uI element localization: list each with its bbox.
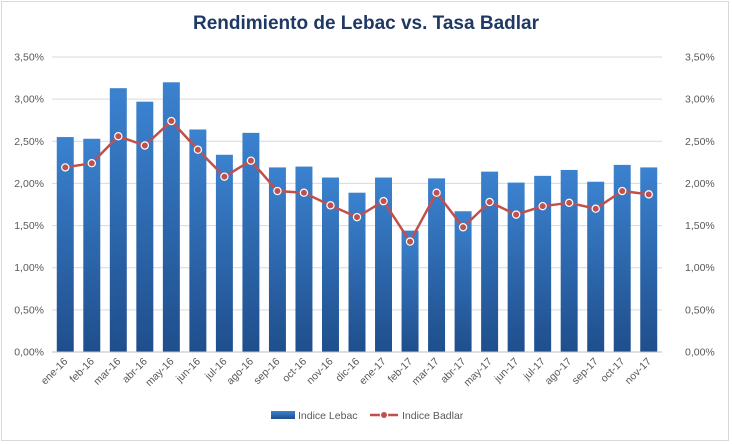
legend: Indice Lebac Indice Badlar — [271, 410, 464, 422]
y2-tick-label: 3,00% — [685, 94, 715, 106]
bar — [162, 82, 180, 353]
x-tick-label: sep-16 — [251, 356, 282, 387]
y-tick-label: 1,50% — [14, 220, 44, 232]
bar — [56, 137, 74, 352]
x-tick-label: oct-17 — [598, 356, 627, 385]
y2-tick-label: 2,00% — [685, 178, 715, 190]
legend-label: Indice Lebac — [298, 410, 358, 422]
x-tick-label: mar-17 — [410, 356, 442, 388]
y2-tick-label: 0,50% — [685, 304, 715, 316]
x-tick-label: nov-17 — [623, 356, 654, 387]
bar — [401, 230, 419, 352]
bar — [83, 138, 101, 352]
chart-title: Rendimiento de Lebac vs. Tasa Badlar — [193, 13, 539, 34]
y2-tick-label: 2,50% — [685, 136, 715, 148]
y-tick-label: 1,00% — [14, 262, 44, 274]
line-series — [61, 116, 653, 246]
line-point — [273, 186, 282, 196]
line-point — [61, 163, 70, 172]
bar — [348, 192, 366, 352]
line-point — [114, 132, 123, 141]
line-point — [538, 201, 547, 211]
bar-series — [56, 82, 658, 353]
line-point — [167, 116, 176, 126]
legend-swatch-bar — [271, 411, 295, 419]
legend-label: Indice Badlar — [402, 410, 464, 422]
y2-tick-label: 1,00% — [685, 262, 715, 274]
line-point — [405, 237, 415, 246]
y2-tick-label: 1,50% — [685, 220, 715, 232]
bar — [295, 166, 313, 352]
line-point — [299, 188, 309, 197]
x-tick-label: may-17 — [461, 356, 494, 389]
line-point — [458, 223, 468, 232]
x-tick-label: may-16 — [143, 356, 176, 389]
line-point — [379, 196, 388, 206]
line-point — [326, 201, 335, 210]
x-tick-label: mar-16 — [91, 356, 123, 388]
line-point — [644, 190, 653, 199]
bar — [481, 171, 499, 352]
y2-tick-label: 3,50% — [685, 52, 715, 64]
y-tick-label: 0,50% — [14, 304, 44, 316]
bar — [587, 181, 605, 352]
bar — [215, 154, 233, 352]
x-tick-label: jun-16 — [173, 356, 203, 386]
bar — [189, 129, 207, 352]
bar — [321, 177, 339, 352]
x-tick-label: ago-16 — [224, 356, 256, 388]
x-tick-label: ene-16 — [39, 356, 71, 388]
bar — [428, 178, 446, 352]
line-point — [140, 141, 150, 150]
line-point — [246, 156, 256, 165]
y-tick-label: 3,00% — [14, 94, 44, 106]
x-tick-label: nov-16 — [304, 356, 335, 387]
line-point — [193, 145, 203, 154]
y-tick-label: 2,50% — [14, 136, 44, 148]
y-tick-label: 2,00% — [14, 178, 44, 190]
bar — [560, 169, 578, 352]
x-tick-label: jun-17 — [491, 356, 521, 386]
y2-tick-label: 0,00% — [685, 347, 715, 359]
bar — [136, 101, 154, 353]
bar — [507, 182, 525, 352]
x-tick-label: sep-17 — [570, 356, 601, 387]
bar — [375, 177, 393, 352]
bar — [454, 211, 472, 352]
bar — [613, 164, 631, 352]
bar — [640, 167, 658, 352]
y-tick-label: 3,50% — [14, 52, 44, 64]
bar — [534, 175, 552, 352]
line-point — [591, 204, 600, 213]
line-point — [618, 186, 627, 196]
line-point — [220, 172, 229, 181]
line-point — [564, 198, 574, 208]
line-point — [87, 158, 96, 168]
x-tick-label: ene-17 — [357, 356, 389, 388]
x-tick-label: oct-16 — [280, 356, 309, 385]
line-point — [352, 212, 362, 222]
bar — [242, 132, 260, 352]
x-tick-label: ago-17 — [543, 356, 575, 388]
bar — [268, 167, 286, 352]
bar — [109, 88, 127, 352]
legend-swatch-marker — [379, 410, 389, 420]
line-point — [485, 197, 494, 207]
line-point — [511, 210, 521, 219]
line-point — [432, 188, 441, 197]
y-tick-label: 0,00% — [14, 347, 44, 359]
